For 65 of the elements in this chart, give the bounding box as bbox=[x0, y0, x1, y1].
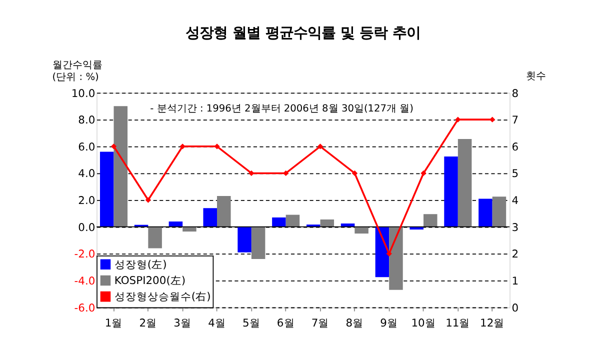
x-tick-label: 4월 bbox=[208, 316, 226, 330]
legend-label: 성장형상승월수(右) bbox=[114, 290, 211, 304]
point bbox=[110, 144, 117, 150]
x-tick-label: 11월 bbox=[446, 316, 470, 330]
y2-axis-title: 횟수 bbox=[526, 70, 546, 82]
y-tick-label: 8.0 bbox=[78, 114, 96, 127]
point bbox=[386, 250, 392, 256]
bar bbox=[286, 214, 300, 227]
point bbox=[145, 197, 151, 203]
legend-label: 성장형(左) bbox=[114, 258, 167, 271]
point bbox=[352, 170, 358, 176]
y2-tick-label: 8 bbox=[512, 86, 519, 100]
y2-tick-label: 2 bbox=[512, 248, 519, 261]
x-tick-label: 8월 bbox=[346, 316, 364, 330]
y-tick-label: 0.0 bbox=[78, 220, 96, 234]
bar bbox=[217, 196, 231, 227]
bar bbox=[354, 226, 368, 234]
bar bbox=[444, 156, 458, 227]
y-tick-label: 2.0 bbox=[78, 194, 96, 208]
bar bbox=[114, 106, 128, 227]
x-tick-label: 9월 bbox=[380, 316, 398, 330]
y-tick-label: -6.0 bbox=[74, 301, 96, 314]
bar bbox=[320, 219, 334, 227]
bar bbox=[272, 217, 286, 227]
y2-tick-label: 3 bbox=[512, 220, 519, 234]
y-tick-label: -2.0 bbox=[74, 248, 96, 261]
bar bbox=[478, 198, 492, 227]
bar bbox=[148, 226, 162, 248]
x-tick-label: 12월 bbox=[480, 316, 505, 330]
x-tick-label: 3월 bbox=[174, 316, 192, 330]
annotation: - 분석기간 : 1996년 2월부터 2006년 8월 30일(127개 월) bbox=[150, 104, 414, 115]
y-axis-title: 월간수익률 (단위 : %) bbox=[52, 60, 102, 83]
bar bbox=[458, 139, 472, 227]
x-tick-label: 2월 bbox=[139, 316, 158, 330]
y2-tick-label: 0 bbox=[512, 301, 519, 314]
bar bbox=[238, 226, 252, 252]
bar bbox=[389, 226, 403, 290]
y2-tick-label: 6 bbox=[512, 140, 519, 154]
point bbox=[180, 144, 186, 150]
y2-tick-label: 1 bbox=[512, 274, 519, 288]
x-tick-label: 5월 bbox=[242, 316, 260, 330]
point bbox=[490, 116, 496, 122]
y-tick-label: 6.0 bbox=[78, 140, 96, 154]
y-tick-label: 4.0 bbox=[78, 167, 96, 180]
bar bbox=[424, 214, 438, 227]
chart-title: 성장형 월별 평균수익률 및 등락 추이 bbox=[186, 25, 420, 42]
y-tick-label: 10.0 bbox=[71, 86, 96, 100]
legend-label: KOSPI200(左) bbox=[114, 274, 186, 288]
bar bbox=[203, 208, 218, 227]
point bbox=[420, 170, 426, 176]
x-tick-label: 6월 bbox=[276, 316, 295, 330]
x-tick-label: 10월 bbox=[411, 316, 436, 330]
point bbox=[317, 144, 324, 150]
x-tick-label: 1월 bbox=[104, 316, 123, 330]
y2-tick-label: 7 bbox=[512, 114, 519, 127]
bar bbox=[492, 196, 506, 227]
bar bbox=[251, 226, 266, 260]
y-tick-label: -4.0 bbox=[74, 274, 96, 288]
y2-tick-label: 4 bbox=[512, 194, 519, 208]
point bbox=[214, 144, 220, 150]
x-tick-label: 7월 bbox=[311, 316, 330, 330]
point bbox=[283, 170, 289, 176]
bar bbox=[168, 221, 183, 227]
bar bbox=[100, 152, 114, 227]
y2-tick-label: 5 bbox=[512, 167, 519, 180]
